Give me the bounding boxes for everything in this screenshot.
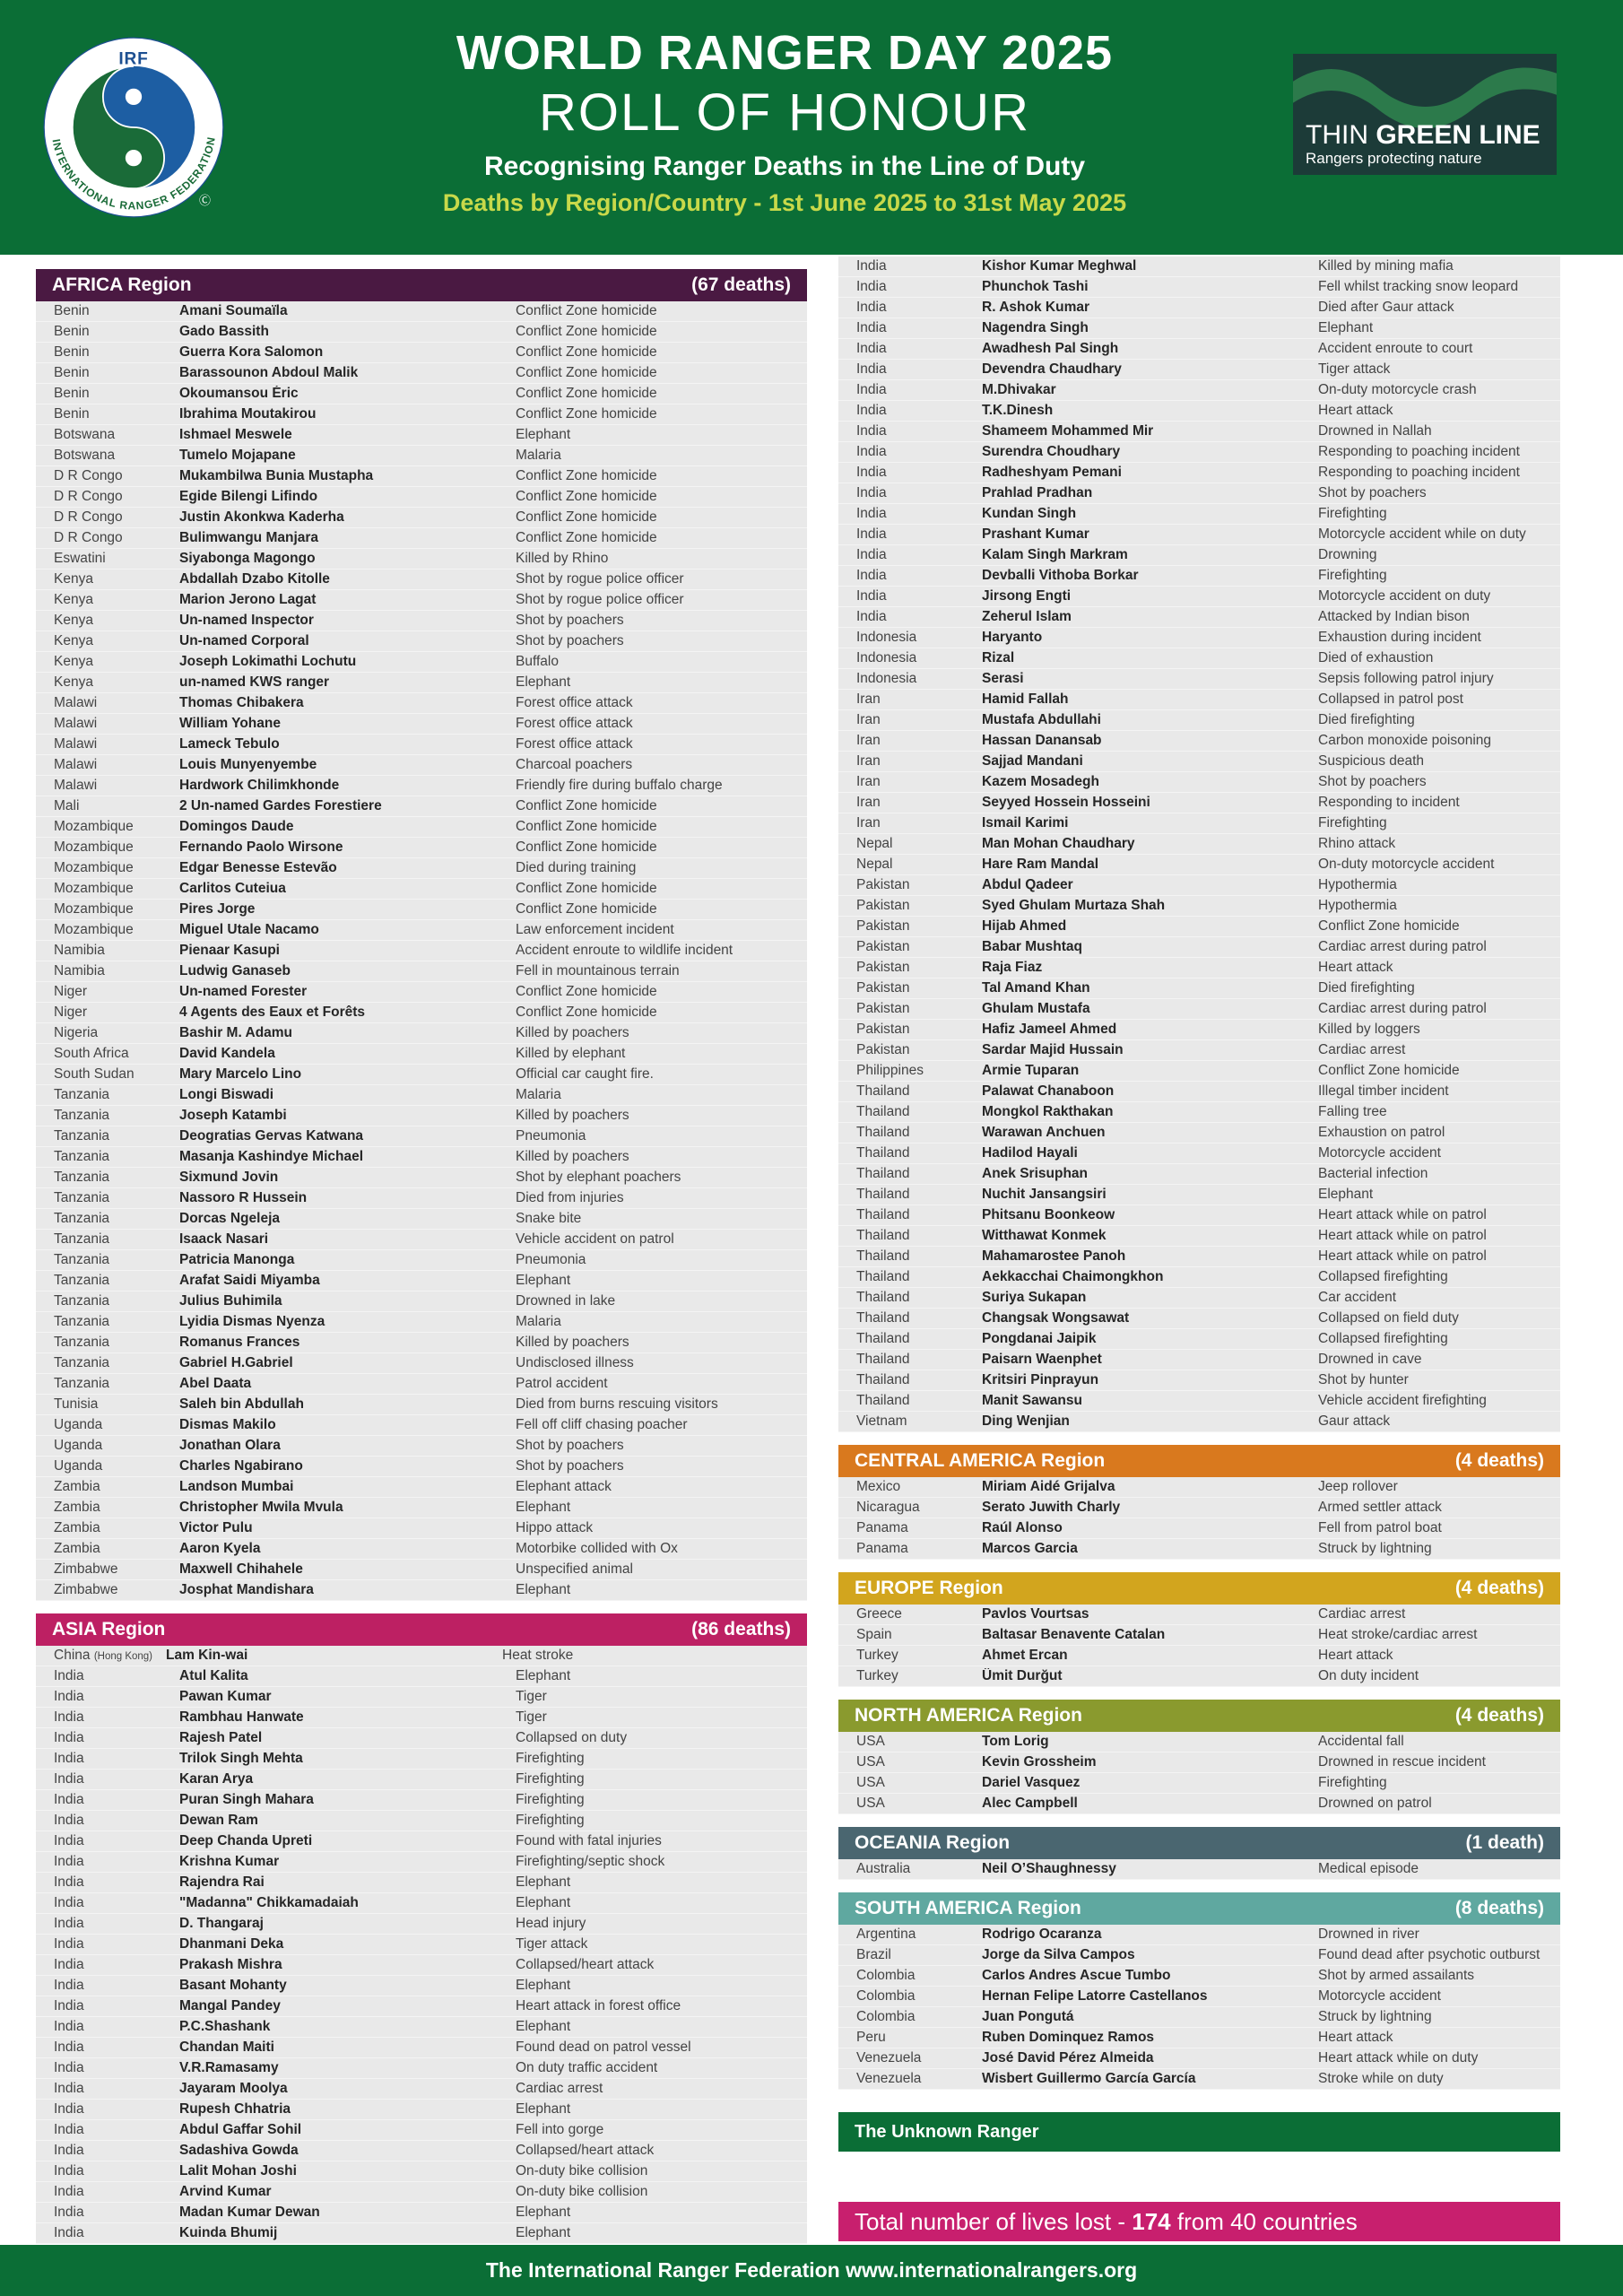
svg-text:THIN GREEN LINE: THIN GREEN LINE — [1306, 120, 1541, 150]
svg-text:IRF: IRF — [118, 49, 148, 68]
svg-text:Rangers protecting nature: Rangers protecting nature — [1306, 150, 1482, 167]
